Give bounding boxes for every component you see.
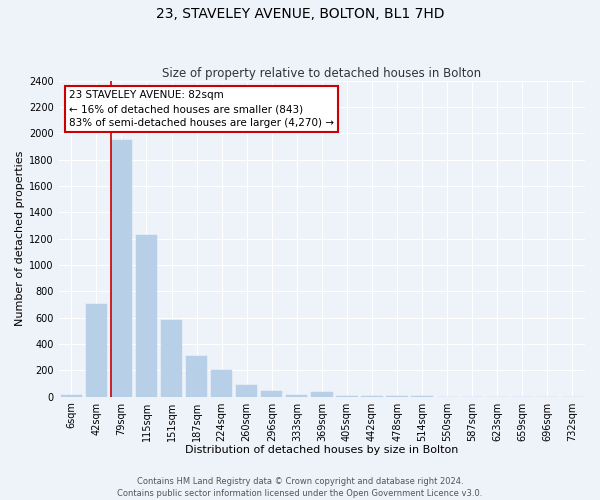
Y-axis label: Number of detached properties: Number of detached properties <box>15 151 25 326</box>
Bar <box>211 370 232 396</box>
Text: Contains HM Land Registry data © Crown copyright and database right 2024.
Contai: Contains HM Land Registry data © Crown c… <box>118 476 482 498</box>
Bar <box>111 140 132 396</box>
Text: 23, STAVELEY AVENUE, BOLTON, BL1 7HD: 23, STAVELEY AVENUE, BOLTON, BL1 7HD <box>156 8 444 22</box>
Bar <box>311 392 332 396</box>
Bar <box>136 234 157 396</box>
Bar <box>261 390 283 396</box>
X-axis label: Distribution of detached houses by size in Bolton: Distribution of detached houses by size … <box>185 445 458 455</box>
Title: Size of property relative to detached houses in Bolton: Size of property relative to detached ho… <box>163 66 481 80</box>
Bar <box>236 386 257 396</box>
Bar <box>86 304 107 396</box>
Text: 23 STAVELEY AVENUE: 82sqm
← 16% of detached houses are smaller (843)
83% of semi: 23 STAVELEY AVENUE: 82sqm ← 16% of detac… <box>70 90 334 128</box>
Bar <box>161 320 182 396</box>
Bar <box>186 356 207 397</box>
